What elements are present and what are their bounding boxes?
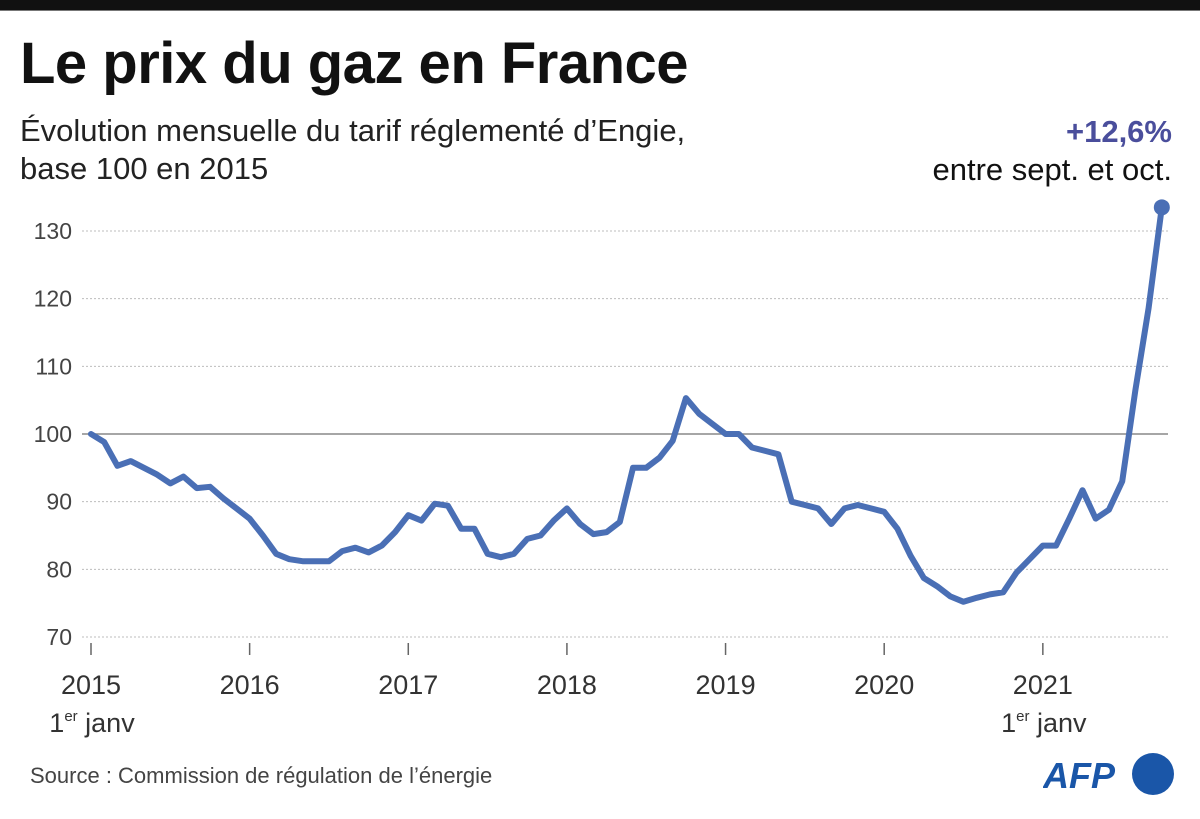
gridlines [82, 230, 1168, 638]
x-tick-label-2018: 2018 [537, 670, 597, 700]
subtitle-line-2: base 100 en 2015 [20, 151, 269, 186]
series-line-0 [88, 204, 1165, 605]
x-tick-label-2017: 2017 [378, 670, 438, 700]
y-tick-label-120: 120 [34, 286, 72, 312]
afp-logo-circle [1132, 753, 1174, 795]
source-note: Source : Commission de régulation de l’é… [30, 763, 493, 788]
x-tick-sublabel-2015: 1er janv [49, 708, 135, 738]
end-point-marker [1153, 199, 1170, 216]
x-axis: 2015 1er janv 2016 2017 2018 2019 2020 2021 1er … [49, 643, 1087, 738]
y-tick-label-100: 100 [34, 421, 72, 447]
x-tick-sublabel-2021: 1er janv [1001, 708, 1087, 738]
series-layer [88, 199, 1170, 605]
afp-logo-text: AFP [1043, 755, 1116, 796]
change-period: entre sept. et oct. [932, 152, 1172, 187]
change-annotation: +12,6% entre sept. et oct. [932, 113, 1172, 189]
x-tick-label-2021: 2021 [1013, 670, 1073, 700]
x-tick-label-2019: 2019 [696, 670, 756, 700]
y-tick-label-90: 90 [46, 489, 72, 515]
x-tick-label-2020: 2020 [854, 670, 914, 700]
x-tick-label-2015: 2015 [61, 670, 121, 700]
chart-subtitle: Évolution mensuelle du tarif réglementé … [20, 112, 685, 188]
top-rule [0, 0, 1200, 11]
subtitle-line-1: Évolution mensuelle du tarif réglementé … [20, 113, 686, 148]
y-tick-label-80: 80 [46, 556, 72, 582]
chart-title: Le prix du gaz en France [20, 31, 689, 96]
y-tick-label-110: 110 [35, 353, 72, 379]
y-tick-label-70: 70 [46, 624, 72, 650]
y-tick-label-130: 130 [34, 218, 72, 244]
afp-logo: AFP [1043, 753, 1174, 796]
x-tick-label-2016: 2016 [220, 670, 280, 700]
change-value: +12,6% [1065, 114, 1172, 149]
y-axis: 70 80 90 100 110 120 130 [34, 218, 72, 650]
